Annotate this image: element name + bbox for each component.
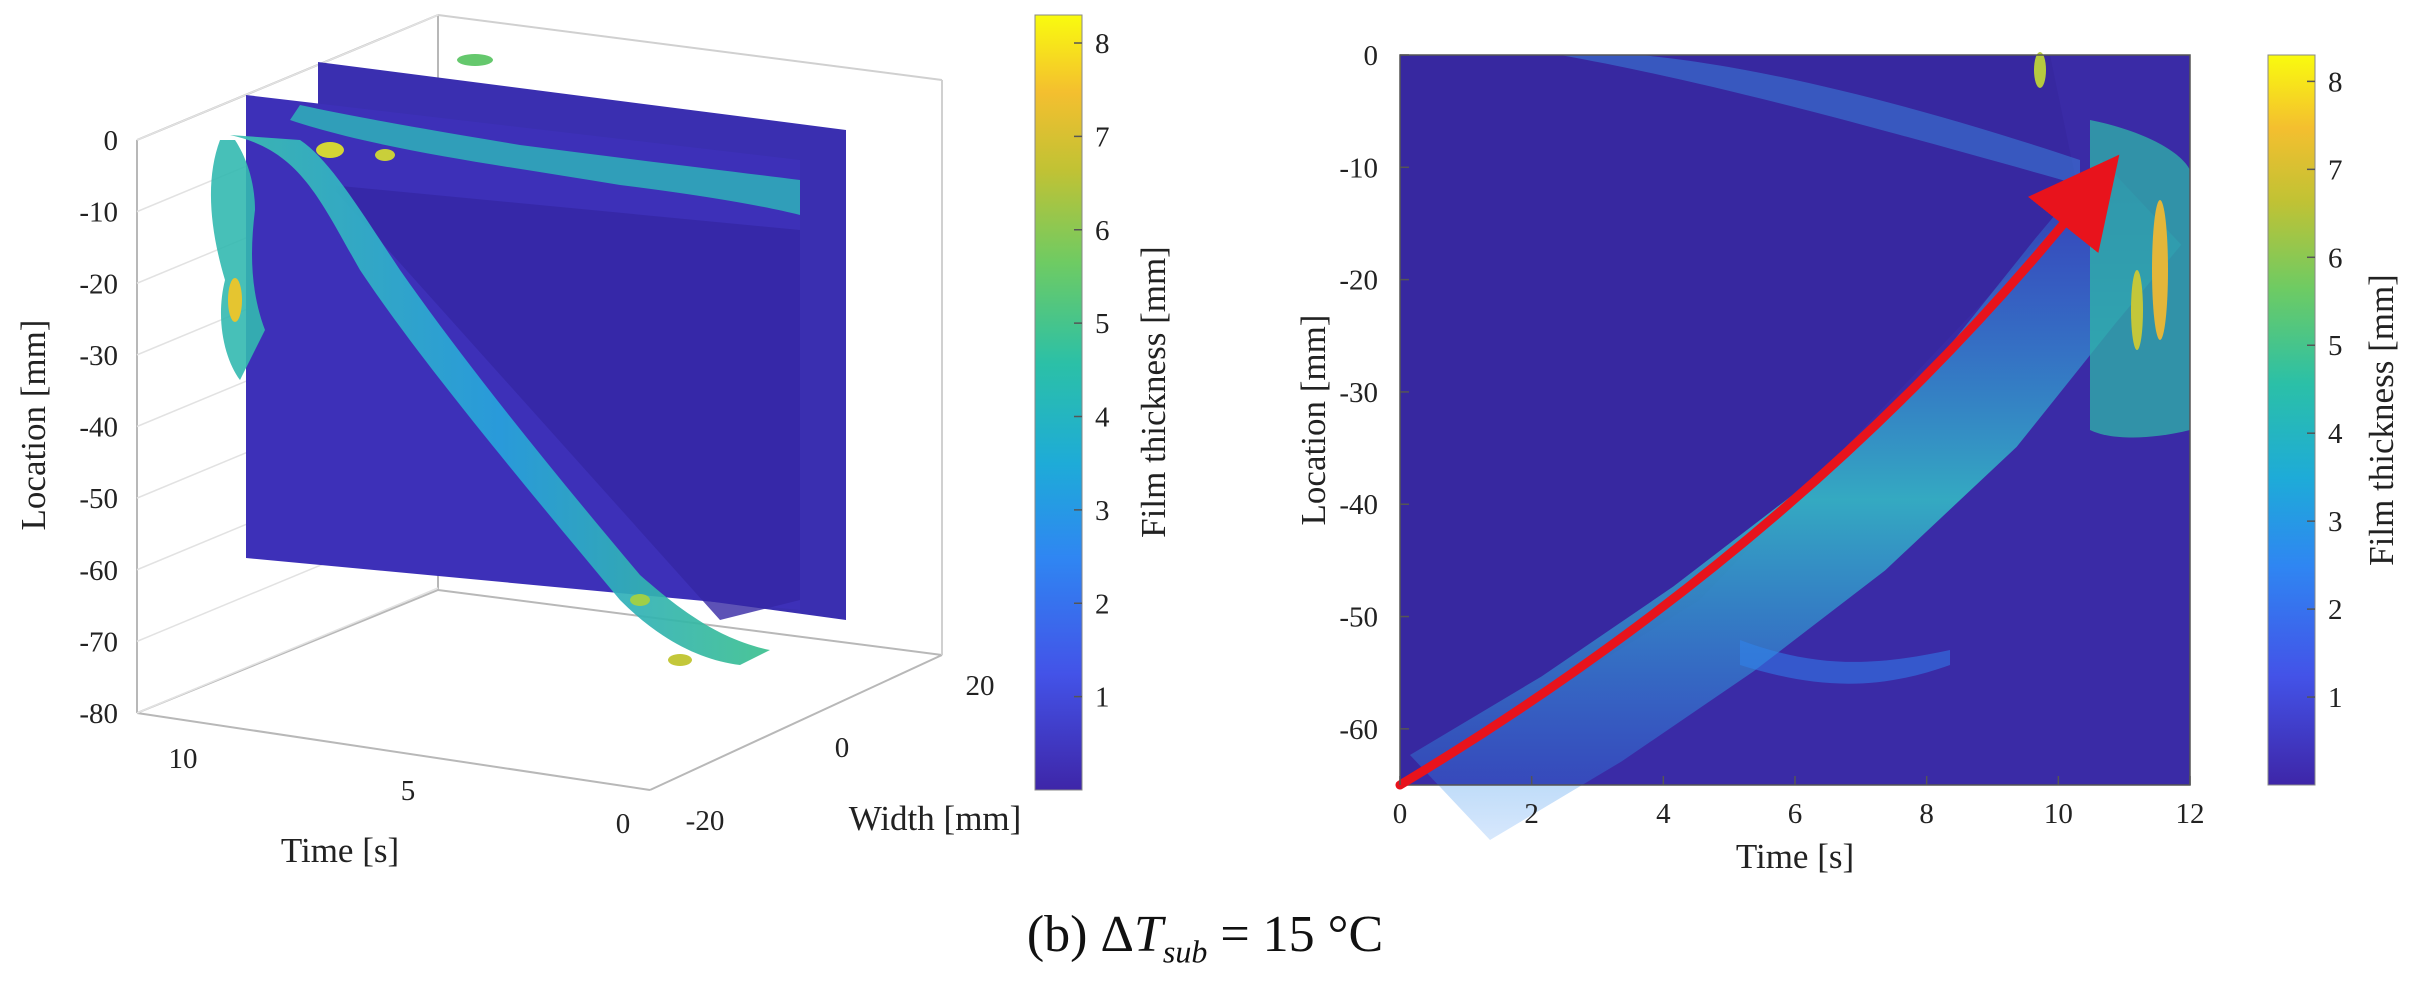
heatmap-x-tick: 6 xyxy=(1788,798,1803,830)
caption-panel: (b) xyxy=(1026,906,1088,963)
z-tick: -80 xyxy=(79,698,118,730)
x-tick: 10 xyxy=(169,743,198,775)
panel-3d: 0-10-20-30-40-50-60-70-80 10 5 0 20 0 -2… xyxy=(14,14,1173,870)
colorbar-tick: 2 xyxy=(2328,594,2343,626)
y-tick: -20 xyxy=(686,805,725,837)
thick-spots-heatmap xyxy=(2034,52,2168,350)
colorbar-heatmap-ticks: 8 7 6 5 4 3 2 1 xyxy=(2307,66,2343,714)
grid-line xyxy=(136,587,439,714)
colorbar-tick: 1 xyxy=(2328,682,2343,714)
colorbar-tick: 6 xyxy=(2328,242,2343,274)
y-tick: 20 xyxy=(966,670,995,702)
colorbar-tick: 5 xyxy=(2328,330,2343,362)
x-tick: 5 xyxy=(401,775,416,807)
colorbar-tick: 2 xyxy=(1095,588,1110,620)
thick-spots-3d xyxy=(228,54,692,666)
colorbar-tick: 8 xyxy=(2328,66,2343,98)
heatmap-y-tick: -50 xyxy=(1339,602,1378,634)
top-edge xyxy=(437,14,943,81)
front-trajectory-arrow xyxy=(1395,154,2120,790)
colorbar-tick: 4 xyxy=(2328,418,2343,450)
spot-4 xyxy=(630,594,650,606)
film-left-edge xyxy=(210,140,265,380)
hm-spot-3 xyxy=(2034,52,2046,88)
heatmap-x-tick: 10 xyxy=(2044,798,2073,830)
hm-spot-2 xyxy=(2131,270,2143,350)
caption-symbol: Δ xyxy=(1100,906,1134,963)
x-axis-label: Time [s] xyxy=(281,831,399,870)
z-tick-labels: 0 -10 -20 -30 -40 -50 -60 -70 -80 xyxy=(79,125,118,730)
film-band-top xyxy=(290,105,800,215)
caption-rest: = 15 °C xyxy=(1207,906,1384,963)
colorbar-heatmap xyxy=(2267,54,2316,786)
spot-5 xyxy=(668,654,692,666)
spot-2 xyxy=(316,142,344,158)
z-tick: -10 xyxy=(79,197,118,229)
heatmap-y-tick: -20 xyxy=(1339,265,1378,297)
colorbar-3d-ticks: 8 7 6 5 4 3 2 1 xyxy=(1074,28,1110,714)
heatmap-lower-band xyxy=(1740,640,1950,684)
z-tick: -50 xyxy=(79,483,118,515)
colorbar-tick: 7 xyxy=(1095,121,1110,153)
grid-line xyxy=(136,14,439,141)
z-tick: -20 xyxy=(79,268,118,300)
spot-6 xyxy=(457,54,493,66)
z-tick: -30 xyxy=(79,340,118,372)
caption-variable: T xyxy=(1133,906,1163,963)
heatmap-dry-region xyxy=(1400,55,2080,785)
colorbar-tick: 8 xyxy=(1095,28,1110,60)
z-axis-label: Location [mm] xyxy=(14,320,53,531)
colorbar-tick: 1 xyxy=(1095,682,1110,714)
x-tick-labels: 10 5 0 xyxy=(169,743,631,840)
heatmap-x-tick: 8 xyxy=(1919,798,1934,830)
spot-3 xyxy=(375,149,395,161)
heatmap-x-tick: 2 xyxy=(1524,798,1539,830)
colorbar-tick: 6 xyxy=(1095,215,1110,247)
colorbar-tick: 3 xyxy=(2328,506,2343,538)
heatmap-y-label: Location [mm] xyxy=(1294,315,1333,526)
heatmap-y-tick: -40 xyxy=(1339,489,1378,521)
sheet-inner-region xyxy=(330,185,800,620)
heatmap-y-tick: -10 xyxy=(1339,152,1378,184)
y-axis-line xyxy=(649,654,943,791)
heatmap-x-tick: 12 xyxy=(2176,798,2205,830)
y-tick: 0 xyxy=(835,732,850,764)
heatmap-x-tick: 0 xyxy=(1393,798,1408,830)
z-tick: -70 xyxy=(79,626,118,658)
z-tick: -40 xyxy=(79,412,118,444)
colorbar-3d-label: Film thickness [mm] xyxy=(1134,246,1173,538)
z-tick: -60 xyxy=(79,555,118,587)
heatmap-x-tick: 4 xyxy=(1656,798,1671,830)
heatmap-y-tick: -30 xyxy=(1339,377,1378,409)
colorbar-tick: 4 xyxy=(1095,402,1110,434)
x-tick: 0 xyxy=(616,808,631,840)
figure-caption: (b) ΔTsub = 15 °C xyxy=(0,905,2410,970)
y-tick-labels: 20 0 -20 xyxy=(686,670,995,837)
colorbar-3d xyxy=(1034,14,1083,791)
spot-1 xyxy=(228,278,242,322)
colorbar-tick: 7 xyxy=(2328,154,2343,186)
x-axis-line xyxy=(136,712,651,791)
colorbar-tick: 5 xyxy=(1095,308,1110,340)
z-tick: 0 xyxy=(104,125,119,157)
heatmap-y-tick: -60 xyxy=(1339,714,1378,746)
panel-heatmap: 0 2 4 6 8 10 12 0-10-20-30-40-50-60 Time [s] L… xyxy=(1294,40,2401,876)
y-axis-label: Width [mm] xyxy=(849,799,1022,838)
colorbar-tick: 3 xyxy=(1095,495,1110,527)
film-band-3d xyxy=(230,135,770,665)
caption-subscript: sub xyxy=(1162,933,1208,970)
heatmap-x-ticks: 0 2 4 6 8 10 12 xyxy=(1393,776,2205,830)
heatmap-y-tick: 0 xyxy=(1364,40,1379,72)
heatmap-y-ticks: 0 -10 -20 -30 -40 -50 -60 xyxy=(1339,40,1409,746)
heatmap-x-label: Time [s] xyxy=(1736,837,1854,876)
hm-spot-1 xyxy=(2152,200,2168,340)
colorbar-heatmap-label: Film thickness [mm] xyxy=(2362,274,2401,566)
